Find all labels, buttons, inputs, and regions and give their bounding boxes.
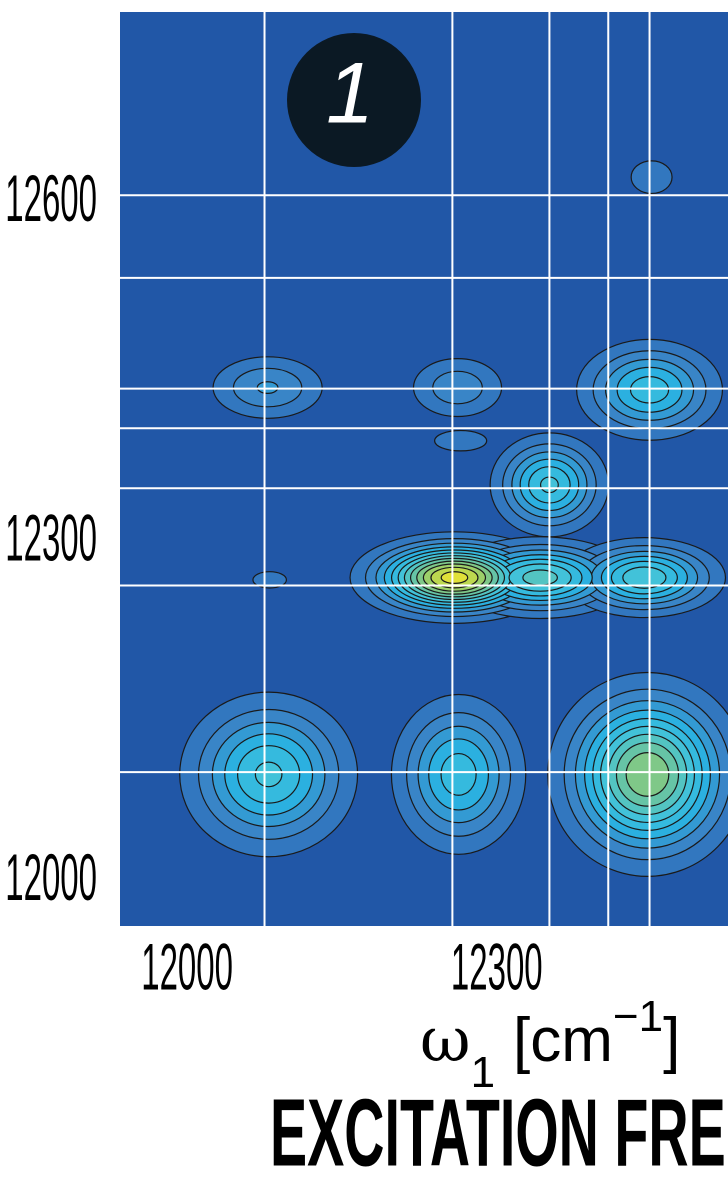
badge: [287, 33, 421, 167]
contour-level: [434, 429, 488, 452]
contour-level: [440, 571, 469, 585]
x-subscript: 1: [471, 1048, 495, 1097]
contour-level: [432, 370, 483, 405]
x-symbol: ω: [420, 1003, 471, 1076]
contour-level: [522, 569, 558, 586]
x-axis-title: EXCITATION FREQUENCY: [270, 1079, 728, 1184]
contour-level: [625, 752, 670, 797]
y-tick-label: 12600: [5, 163, 97, 236]
y-tick-label: 12000: [5, 842, 97, 915]
x-tick-label: 12300: [451, 931, 543, 1004]
plot-area: [120, 12, 728, 926]
contour-level: [630, 160, 673, 195]
contour-level: [256, 381, 279, 394]
x-tick-label: 12000: [141, 931, 233, 1004]
x-axis-label: ω1 [cm−1]: [420, 992, 680, 1097]
contour-level: [252, 571, 288, 589]
y-tick-label: 12300: [5, 502, 97, 575]
badge-label: 1: [326, 46, 374, 142]
contour-level: [254, 761, 283, 788]
x-unit: [cm: [513, 1006, 613, 1075]
x-unit-exponent: −1: [613, 992, 663, 1041]
x-unit-close: ]: [663, 1006, 680, 1075]
contour-level: [440, 752, 477, 796]
contour-level: [622, 566, 667, 589]
